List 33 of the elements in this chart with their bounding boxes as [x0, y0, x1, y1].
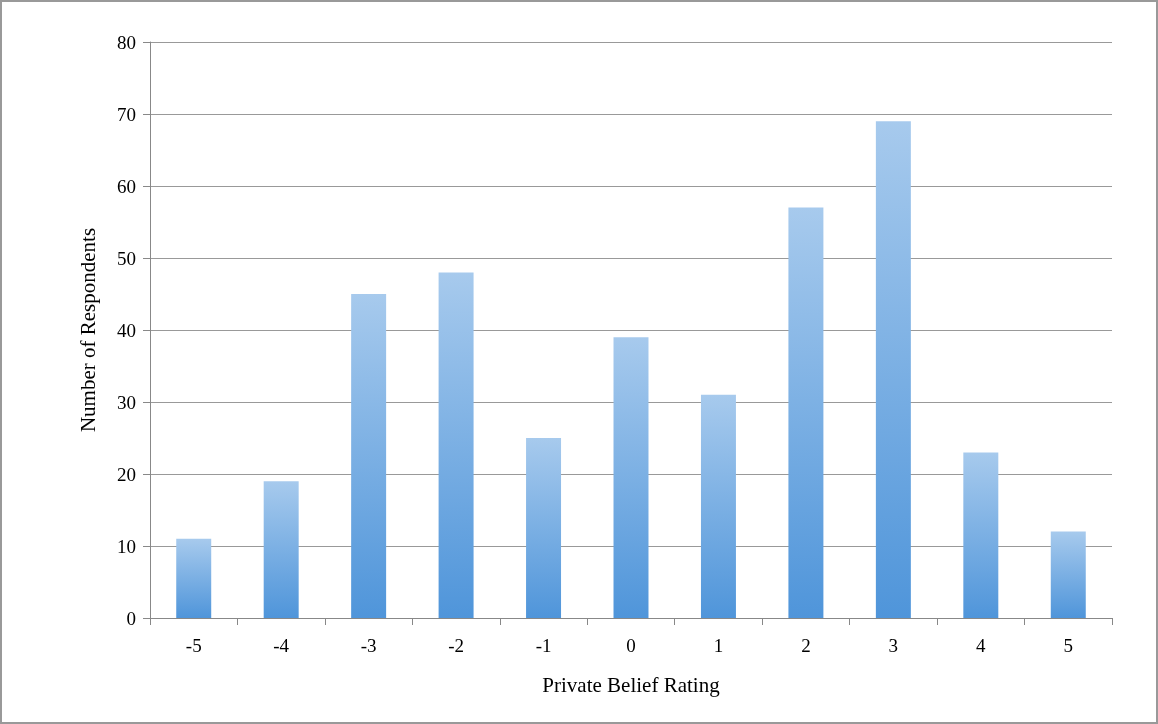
bar — [176, 538, 212, 618]
x-tick-label: 1 — [713, 635, 724, 656]
y-tick-label: 70 — [117, 103, 136, 125]
x-tick-label: 3 — [888, 635, 899, 656]
y-tick-label: 0 — [126, 607, 136, 629]
y-tick-label: 80 — [117, 31, 136, 53]
bar — [351, 294, 387, 618]
bar — [438, 272, 474, 618]
y-tick-label: 50 — [117, 247, 136, 269]
bar — [526, 438, 562, 618]
y-tick-label: 40 — [117, 319, 136, 341]
x-tick-label: -1 — [535, 635, 552, 656]
bar — [1050, 531, 1086, 618]
x-tick-label: 5 — [1063, 635, 1074, 656]
x-tick-label: 2 — [801, 635, 811, 656]
x-tick-label: -2 — [448, 635, 464, 656]
bar — [700, 394, 736, 618]
x-axis-title: Private Belief Rating — [542, 672, 721, 697]
x-tick-label: -3 — [360, 635, 377, 656]
x-tick-label: -5 — [185, 635, 202, 656]
y-tick-label: 60 — [117, 175, 136, 197]
bar — [613, 337, 649, 618]
bar — [963, 452, 999, 618]
x-tick-label: -4 — [273, 635, 290, 656]
bar — [788, 207, 824, 618]
bar — [263, 481, 299, 618]
y-tick-label: 10 — [117, 535, 136, 557]
y-tick-label: 20 — [117, 463, 136, 485]
y-tick-label: 30 — [117, 391, 136, 413]
y-axis-title: Number of Respondents — [75, 227, 100, 433]
x-tick-label: 4 — [976, 635, 987, 656]
bar — [875, 121, 911, 618]
x-tick-label: 0 — [626, 635, 636, 656]
